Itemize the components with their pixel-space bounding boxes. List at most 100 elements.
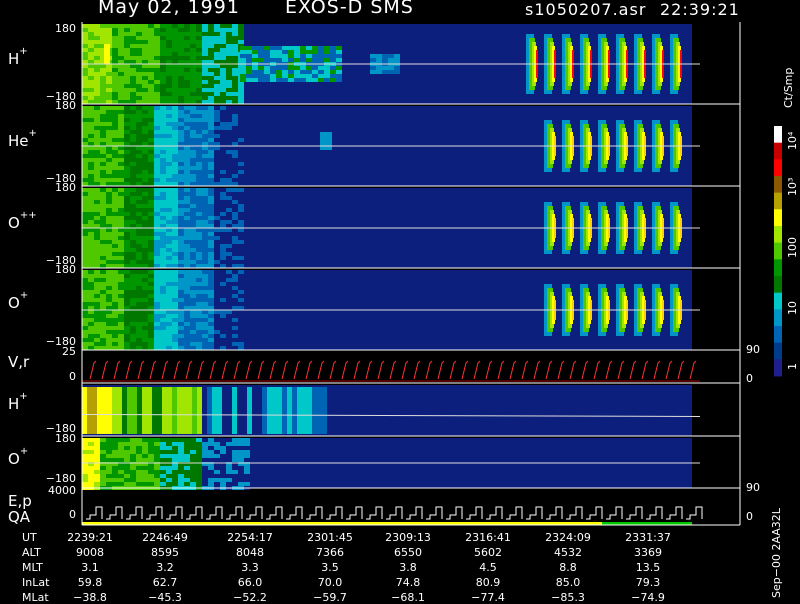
- spectrogram-cell: [214, 298, 220, 302]
- spectrogram-cell: [178, 200, 184, 204]
- spectrogram-cell: [124, 286, 130, 290]
- spectrogram-cell: [106, 96, 112, 100]
- spectrogram-cell: [160, 442, 166, 446]
- spectrogram-cell: [130, 236, 136, 240]
- spectrogram-cell: [94, 248, 100, 252]
- spectrogram-cell: [82, 24, 88, 28]
- spectrogram-cell: [104, 48, 110, 52]
- spectrogram-cell: [130, 342, 136, 346]
- spectrogram-cell: [94, 174, 100, 178]
- spectrogram-cell: [152, 387, 157, 434]
- spectrogram-cell: [232, 196, 238, 200]
- spectrogram-cell: [154, 458, 160, 462]
- spectrogram-cell: [148, 130, 154, 134]
- spectrogram-cell: [154, 92, 160, 96]
- spectrogram-cell: [178, 204, 184, 208]
- spectrogram-cell: [178, 118, 184, 122]
- spectrogram-cell: [226, 130, 232, 134]
- spectrogram-cell: [88, 466, 94, 470]
- spectrogram-cell: [226, 338, 232, 342]
- spectrogram-cell: [226, 72, 232, 76]
- spectrogram-cell: [136, 150, 142, 154]
- spectrogram-cell: [220, 298, 226, 302]
- spectrogram-cell: [172, 200, 178, 204]
- spectrogram-cell: [160, 318, 166, 322]
- spectrogram-cell: [184, 458, 190, 462]
- spectrogram-cell: [160, 192, 166, 196]
- spectrogram-cell: [232, 68, 238, 72]
- spectrogram-cell: [184, 52, 190, 56]
- spectrogram-cell: [148, 158, 154, 162]
- spectrogram-cell: [154, 174, 160, 178]
- spectrogram-cell: [394, 70, 400, 74]
- spectrogram-cell: [226, 64, 232, 68]
- spectrogram-cell: [94, 260, 100, 264]
- spectrogram-cell: [160, 122, 166, 126]
- spectrogram-cell: [232, 110, 238, 114]
- spectrogram-cell: [294, 70, 300, 74]
- spectrogram-cell: [184, 170, 190, 174]
- spectrogram-cell: [184, 32, 190, 36]
- spectrogram-cell: [82, 200, 88, 204]
- spectrogram-cell: [226, 92, 232, 96]
- spectrogram-cell: [226, 106, 232, 110]
- spectrogram-cell: [118, 314, 124, 318]
- spectrogram-cell: [148, 76, 154, 80]
- spectrogram-cell: [112, 72, 118, 76]
- spectrogram-cell: [118, 474, 124, 478]
- spectrogram-cell: [94, 170, 100, 174]
- spectrogram-cell: [166, 294, 172, 298]
- spectrogram-cell: [282, 78, 288, 82]
- spectrogram-cell: [142, 56, 148, 60]
- spectrogram-cell: [88, 330, 94, 334]
- ep-trace: [266, 506, 283, 520]
- spectrogram-cell: [172, 208, 178, 212]
- spectrogram-cell: [160, 84, 166, 88]
- spectrogram-cell: [88, 450, 94, 454]
- spectrogram-cell: [202, 212, 208, 216]
- spectrogram-cell: [88, 256, 94, 260]
- spectrogram-cell: [172, 334, 178, 338]
- spectrogram-cell: [184, 474, 190, 478]
- spectrogram-cell: [166, 438, 172, 442]
- spectrogram-cell: [82, 224, 88, 228]
- spectrogram-cell: [178, 310, 184, 314]
- spectrogram-cell: [264, 70, 270, 74]
- spectrogram-cell: [232, 294, 238, 298]
- spectrogram-cell: [184, 114, 190, 118]
- spectrogram-cell: [154, 134, 160, 138]
- spectrogram-cell: [100, 64, 106, 68]
- spectrogram-cell: [282, 66, 288, 70]
- spectrogram-cell: [106, 154, 112, 158]
- vr-trace: [389, 360, 397, 380]
- spectrogram-cell: [106, 294, 112, 298]
- spectrogram-cell: [112, 106, 118, 110]
- spectrogram-cell: [202, 478, 208, 482]
- spectrogram-cell: [232, 240, 238, 244]
- spectrogram-cell: [232, 174, 238, 178]
- spectrogram-cell: [232, 80, 238, 84]
- spectrogram-cell: [112, 56, 118, 60]
- spectrogram-cell: [166, 192, 172, 196]
- vr-trace: [269, 360, 277, 380]
- spectrogram-cell: [130, 326, 136, 330]
- vr-trace: [281, 360, 289, 380]
- spectrogram-cell: [238, 162, 244, 166]
- spectrogram-cell: [118, 260, 124, 264]
- spectrogram-cell: [100, 130, 106, 134]
- spectrogram-cell: [148, 28, 154, 32]
- spectrogram-cell: [232, 60, 238, 64]
- spectrogram-cell: [196, 44, 202, 48]
- spectrogram-cell: [136, 462, 142, 466]
- spectrogram-cell: [202, 454, 208, 458]
- vr-trace: [473, 360, 481, 380]
- spectrogram-cell: [190, 462, 196, 466]
- spectrogram-cell: [232, 182, 238, 186]
- spectrogram-cell: [142, 294, 148, 298]
- spectrogram-cell: [88, 290, 94, 294]
- spectrogram-cell: [82, 48, 88, 52]
- spectrogram-cell: [154, 88, 160, 92]
- spectrogram-cell: [220, 134, 226, 138]
- spectrogram-cell: [238, 270, 244, 274]
- spectrogram-cell: [166, 278, 172, 282]
